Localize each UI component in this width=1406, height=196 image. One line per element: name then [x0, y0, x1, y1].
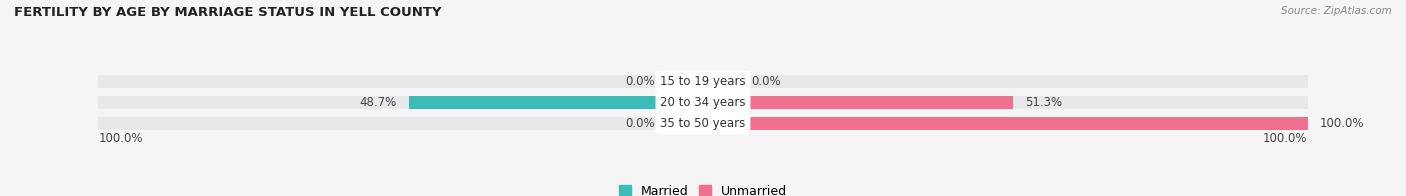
Bar	[98, 117, 1308, 130]
Bar	[98, 75, 1308, 88]
Legend: Married, Unmarried: Married, Unmarried	[613, 180, 793, 196]
Text: 100.0%: 100.0%	[1320, 117, 1364, 130]
Text: 100.0%: 100.0%	[1263, 132, 1308, 145]
Text: Source: ZipAtlas.com: Source: ZipAtlas.com	[1281, 6, 1392, 16]
Bar	[666, 117, 703, 130]
Text: 15 to 19 years: 15 to 19 years	[661, 75, 745, 88]
Text: 48.7%: 48.7%	[359, 96, 396, 109]
Bar	[703, 96, 1014, 109]
Bar	[409, 96, 703, 109]
Text: 0.0%: 0.0%	[751, 75, 780, 88]
Bar	[98, 96, 1308, 109]
Bar	[703, 117, 1308, 130]
Bar	[703, 75, 740, 88]
Text: 51.3%: 51.3%	[1025, 96, 1063, 109]
Bar	[666, 75, 703, 88]
Text: FERTILITY BY AGE BY MARRIAGE STATUS IN YELL COUNTY: FERTILITY BY AGE BY MARRIAGE STATUS IN Y…	[14, 6, 441, 19]
Text: 35 to 50 years: 35 to 50 years	[661, 117, 745, 130]
Text: 0.0%: 0.0%	[626, 117, 655, 130]
Text: 0.0%: 0.0%	[626, 75, 655, 88]
Text: 100.0%: 100.0%	[98, 132, 143, 145]
Text: 20 to 34 years: 20 to 34 years	[661, 96, 745, 109]
